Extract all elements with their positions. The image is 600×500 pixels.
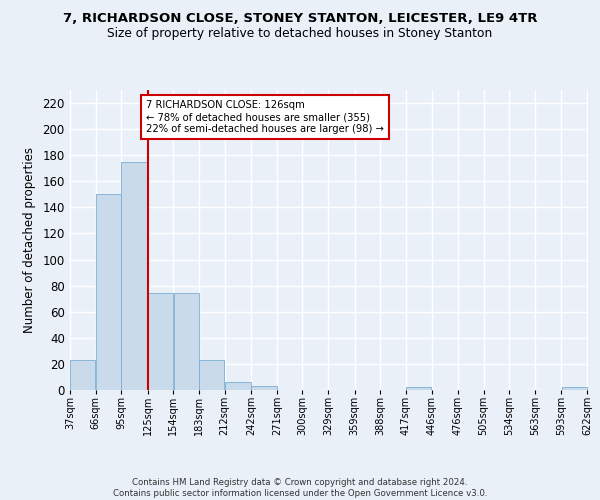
Text: 7 RICHARDSON CLOSE: 126sqm
← 78% of detached houses are smaller (355)
22% of sem: 7 RICHARDSON CLOSE: 126sqm ← 78% of deta… (146, 100, 384, 134)
Bar (562, 388, 587, 390)
Text: 7, RICHARDSON CLOSE, STONEY STANTON, LEICESTER, LE9 4TR: 7, RICHARDSON CLOSE, STONEY STANTON, LEI… (63, 12, 537, 26)
Bar (70, 360, 95, 390)
Text: Size of property relative to detached houses in Stoney Stanton: Size of property relative to detached ho… (107, 28, 493, 40)
Bar (225, 382, 251, 390)
Bar (148, 294, 173, 390)
Bar (96, 194, 121, 390)
Bar (121, 162, 148, 390)
Text: Contains HM Land Registry data © Crown copyright and database right 2024.
Contai: Contains HM Land Registry data © Crown c… (113, 478, 487, 498)
Y-axis label: Number of detached properties: Number of detached properties (23, 147, 35, 333)
Bar (199, 360, 224, 390)
Bar (406, 388, 431, 390)
Bar (251, 386, 277, 390)
Bar (173, 294, 199, 390)
